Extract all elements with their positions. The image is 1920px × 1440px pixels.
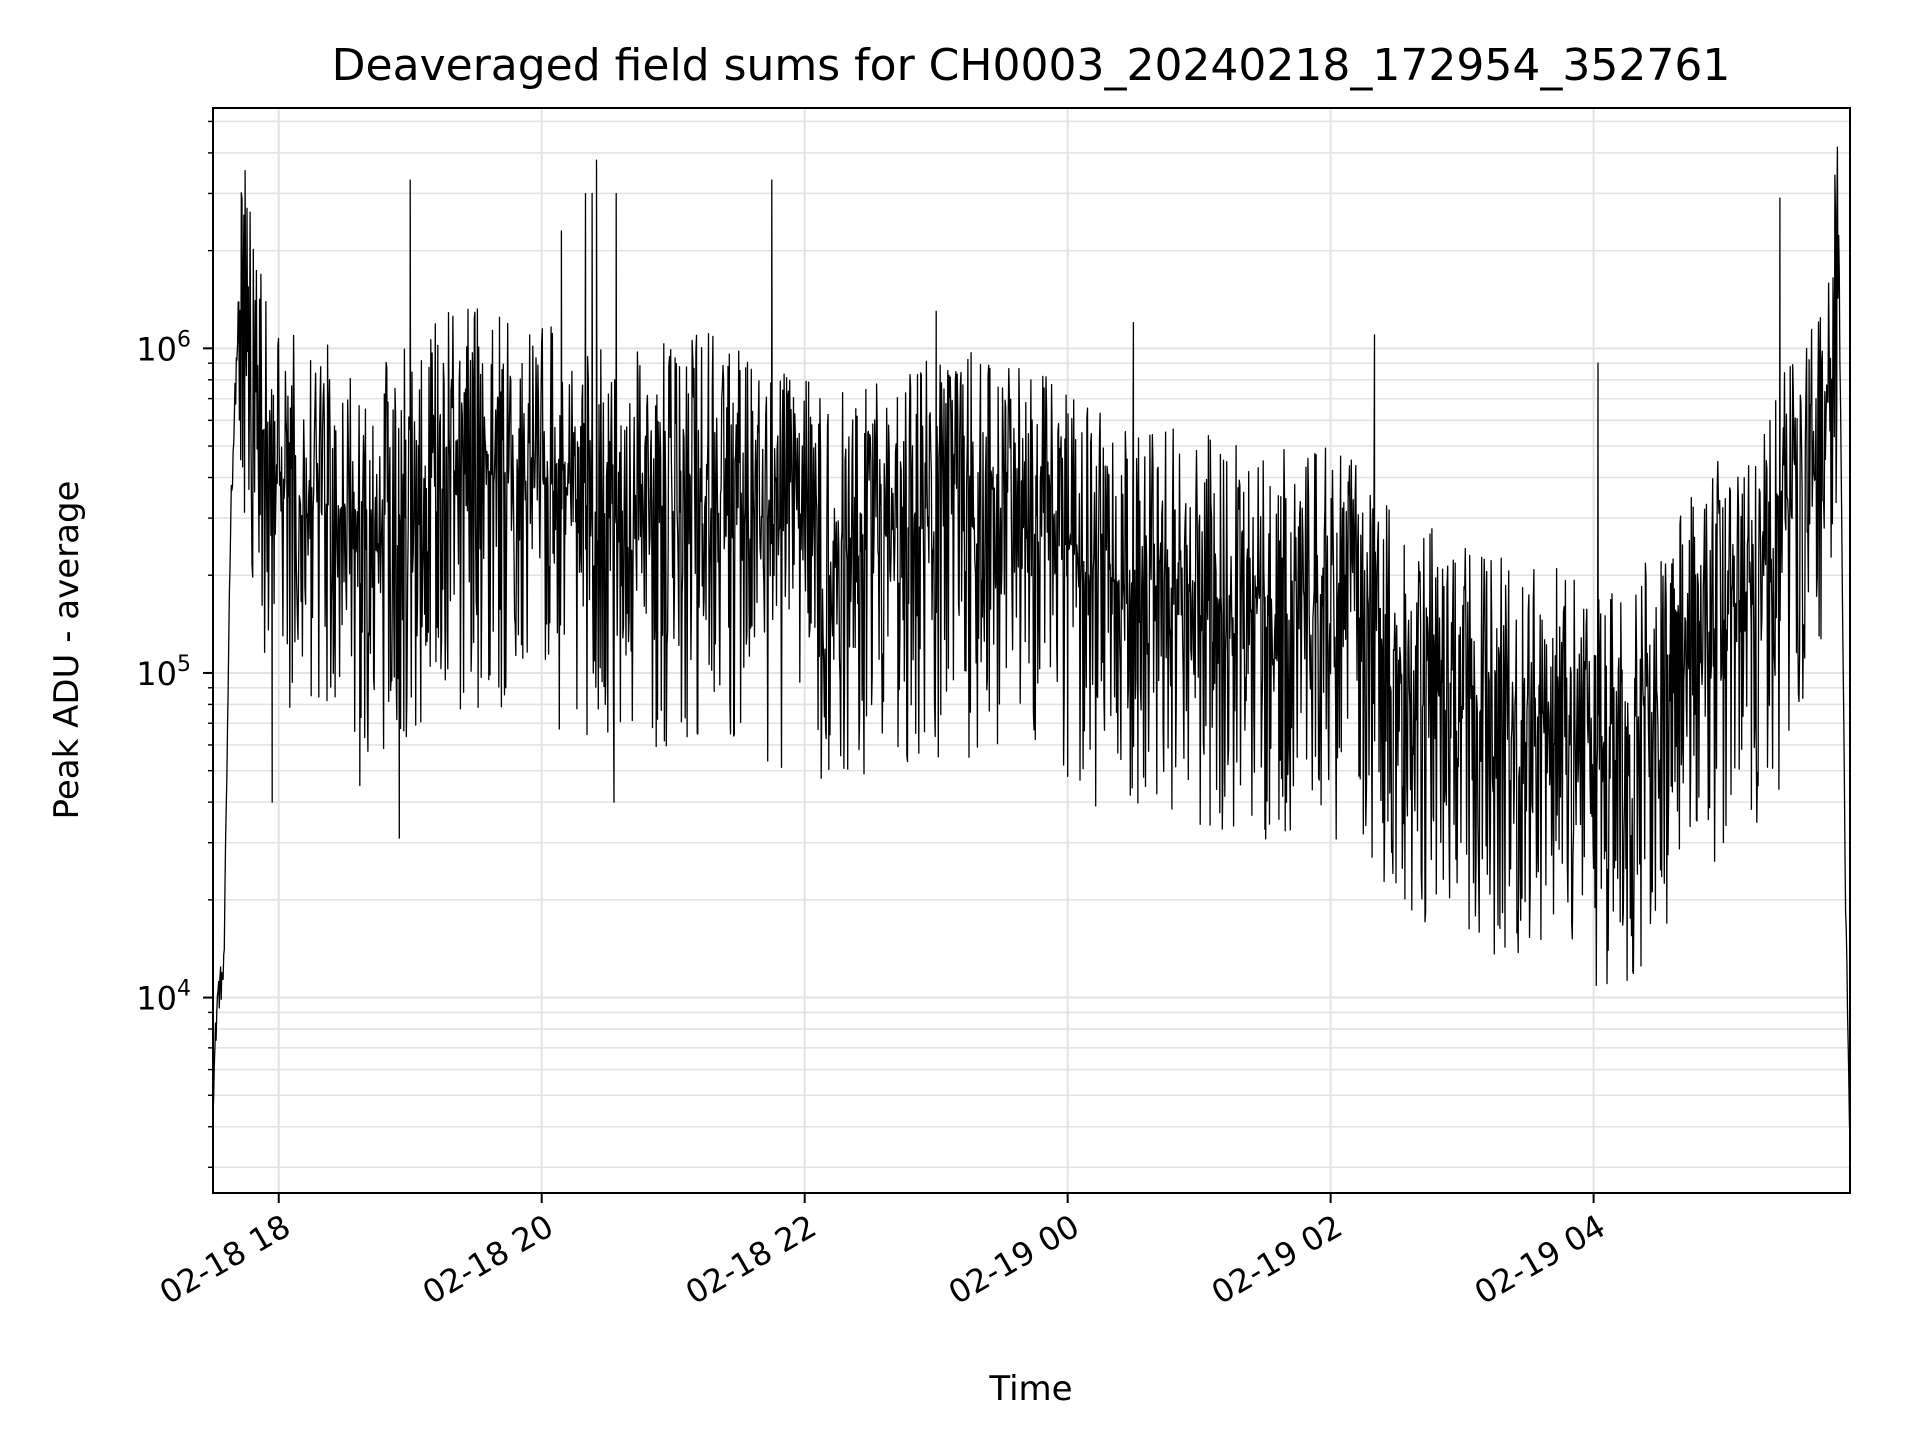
- y-axis: 104 105 106: [136, 120, 213, 1168]
- chart-title: Deaveraged field sums for CH0003_2024021…: [332, 40, 1731, 91]
- y-tick-label: 106: [136, 327, 191, 368]
- y-axis-label: Peak ADU - average: [47, 481, 87, 820]
- plot-area-frame: [212, 107, 1851, 1194]
- series-layer: [212, 146, 1851, 1150]
- y-tick-label: 104: [136, 977, 191, 1018]
- x-axis-label: Time: [988, 1369, 1072, 1409]
- series-line: [212, 146, 1851, 1150]
- y-tick-label: 105: [136, 652, 191, 693]
